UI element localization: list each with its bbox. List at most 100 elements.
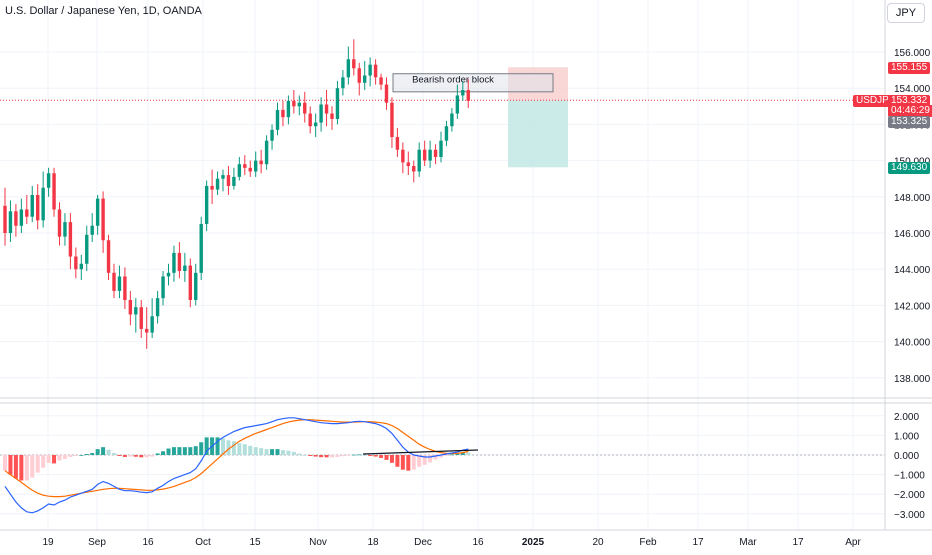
histogram-bar	[41, 455, 46, 468]
macd-tick-label: −1.000	[894, 471, 925, 482]
currency-selector[interactable]: JPY	[887, 3, 925, 23]
histogram-bar	[30, 455, 35, 478]
candle-body	[117, 276, 122, 291]
candle-body	[3, 205, 7, 233]
histogram-bar	[242, 444, 247, 455]
histogram-bar	[133, 455, 138, 457]
candle-body	[79, 263, 83, 270]
histogram-bar	[324, 455, 329, 458]
candle-body	[461, 90, 465, 96]
histogram-bar	[291, 451, 296, 455]
candle-body	[319, 104, 323, 123]
time-tick-label: Apr	[845, 537, 861, 548]
time-tick-label: Dec	[414, 537, 432, 548]
histogram-bar	[313, 455, 318, 457]
histogram-bar	[193, 446, 198, 455]
time-tick-label: Sep	[88, 537, 106, 548]
histogram-bar	[422, 455, 427, 465]
histogram-bar	[384, 455, 389, 460]
candle-body	[95, 198, 100, 226]
candle-body	[221, 175, 225, 179]
candle-body	[101, 198, 105, 241]
histogram-bar	[226, 440, 231, 455]
candle-body	[243, 164, 247, 168]
histogram-bar	[155, 453, 160, 455]
time-tick-label: Feb	[639, 537, 657, 548]
candle-body	[335, 88, 340, 119]
histogram-bar	[379, 455, 384, 458]
candle-body	[303, 102, 307, 114]
macd-pane	[0, 417, 885, 514]
histogram-bar	[319, 455, 324, 458]
take-profit-zone	[508, 100, 568, 168]
candle-body	[57, 209, 62, 237]
histogram-bar	[439, 455, 443, 458]
candle-body	[406, 162, 410, 167]
candle-body	[188, 265, 192, 300]
histogram-bar	[351, 454, 356, 456]
histogram-bar	[106, 449, 111, 455]
candle-body	[145, 328, 149, 333]
histogram-bar	[460, 452, 465, 455]
candle-body	[74, 256, 78, 270]
candle-body	[52, 173, 56, 210]
countdown-tag: 04:46:29	[888, 105, 932, 117]
histogram-bar	[444, 455, 449, 456]
histogram-bar	[411, 455, 416, 470]
candle-body	[308, 113, 312, 127]
candle-body	[363, 75, 367, 83]
histogram-bar	[330, 455, 334, 458]
histogram-bar	[215, 437, 220, 455]
histogram-bar	[35, 455, 40, 473]
histogram-bar	[68, 455, 73, 457]
histogram-bar	[19, 455, 24, 481]
candle-body	[450, 113, 454, 127]
time-tick-label: 17	[792, 537, 804, 548]
candle-body	[112, 272, 116, 291]
candle-body	[401, 149, 405, 163]
histogram-bar	[101, 447, 106, 455]
histogram-bar	[373, 455, 378, 457]
histogram-bar	[112, 453, 116, 455]
candle-body	[8, 211, 13, 233]
candle-body	[68, 222, 73, 257]
histogram-bar	[84, 454, 89, 455]
candle-body	[106, 240, 111, 273]
histogram-bar	[248, 445, 253, 455]
histogram-bar	[79, 455, 84, 456]
candle-body	[412, 166, 416, 172]
time-tick-label: 18	[367, 537, 379, 548]
entry-price-tag: 153.325	[888, 116, 931, 128]
candle-body	[428, 149, 432, 161]
candle-body	[161, 276, 165, 299]
candle-body	[286, 100, 291, 118]
candle-body	[346, 59, 351, 78]
histogram-bar	[46, 455, 51, 463]
histogram-bar	[346, 455, 351, 456]
candle-body	[313, 122, 318, 127]
macd-tick-label: 1.000	[894, 431, 919, 442]
histogram-bar	[188, 447, 193, 455]
price-tick-label: 138.000	[894, 374, 931, 385]
macd-tick-label: −3.000	[894, 510, 925, 521]
position-zones: Bearish order block	[0, 67, 885, 168]
time-tick-label: 15	[249, 537, 261, 548]
histogram-bar	[161, 451, 166, 455]
histogram-bar	[400, 455, 405, 470]
horizontal-gridlines	[0, 51, 885, 515]
histogram-bar	[24, 455, 29, 481]
candle-body	[36, 194, 40, 221]
candle-body	[210, 185, 214, 190]
candle-body	[237, 164, 242, 177]
time-tick-label: Oct	[195, 537, 211, 548]
histogram-bar	[417, 455, 422, 467]
candle-body	[232, 176, 236, 186]
histogram-bar	[340, 455, 345, 457]
histogram-bar	[139, 455, 144, 458]
macd-tick-label: 0.000	[894, 451, 919, 462]
histogram-bar	[335, 455, 340, 457]
histogram-bar	[8, 455, 13, 475]
histogram-bar	[150, 455, 155, 457]
